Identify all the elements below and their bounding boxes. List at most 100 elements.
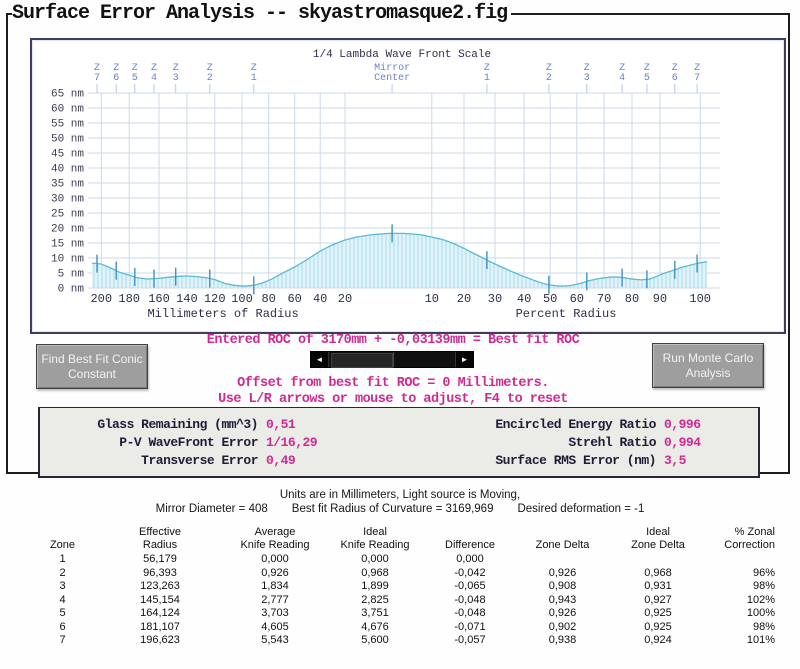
col-header-zone: Zone <box>49 539 76 551</box>
table-cell: 0,925 <box>644 607 672 619</box>
svg-text:Z: Z <box>546 63 552 74</box>
svg-text:55 nm: 55 nm <box>51 119 84 131</box>
svg-text:Z: Z <box>151 63 157 74</box>
table-row: 1 56,179 0,000 0,000 0,000 <box>30 553 785 567</box>
wavefront-chart: Z7Z6Z5Z4Z3Z2Z1MirrorCenterZ1Z2Z3Z4Z5Z6Z7… <box>51 49 720 321</box>
svg-text:50: 50 <box>543 292 557 306</box>
table-cell: 0,926 <box>261 566 289 579</box>
svg-text:Millimeters of Radius: Millimeters of Radius <box>147 307 298 321</box>
table-cell: 0,943 <box>548 593 577 606</box>
svg-text:40 nm: 40 nm <box>51 164 84 176</box>
table-cell: -0,048 <box>454 593 486 606</box>
svg-text:160: 160 <box>148 292 170 306</box>
svg-text:1/4 Lambda Wave Front Scale: 1/4 Lambda Wave Front Scale <box>313 49 491 61</box>
svg-text:40: 40 <box>313 292 327 306</box>
slider-left-arrow-icon[interactable]: ◄ <box>311 352 329 367</box>
table-cell: 0,000 <box>361 553 389 565</box>
col-header-zonal-correction: % Zonal Correction <box>724 526 775 551</box>
table-cell: 4,605 <box>261 620 289 633</box>
table-cell: 101% <box>746 634 775 646</box>
table-cell: 145,154 <box>140 593 180 606</box>
window-title: Surface Error Analysis -- skyastromasque… <box>12 2 508 25</box>
table-cell: 196,623 <box>140 634 180 646</box>
zone-table: Zone Effective Radius Average Knife Read… <box>30 526 785 648</box>
svg-text:60: 60 <box>287 292 301 306</box>
svg-text:2: 2 <box>546 73 552 84</box>
svg-text:70: 70 <box>597 292 611 306</box>
table-row: 3 123,263 1,834 1,899 -0,065 0,908 0,931 98% <box>30 580 785 594</box>
best-fit-roc-text: Best fit Radius of Curvature = 3169,969 <box>291 503 494 515</box>
svg-text:5 nm: 5 nm <box>58 269 85 281</box>
svg-text:0 nm: 0 nm <box>58 284 85 296</box>
svg-text:65 nm: 65 nm <box>51 89 84 101</box>
svg-text:2: 2 <box>207 73 213 84</box>
find-best-fit-conic-button[interactable]: Find Best Fit Conic Constant <box>36 344 148 389</box>
slider-thumb[interactable] <box>331 353 393 368</box>
svg-text:Center: Center <box>374 73 410 84</box>
svg-text:80: 80 <box>261 292 275 306</box>
table-cell: -0,048 <box>454 607 486 619</box>
slider-right-arrow-icon[interactable]: ► <box>455 352 473 367</box>
table-cell: -0,057 <box>454 634 486 646</box>
svg-text:5: 5 <box>644 73 650 84</box>
table-cell: 1,899 <box>361 580 389 592</box>
svg-text:Z: Z <box>94 63 100 74</box>
svg-text:4: 4 <box>151 73 157 84</box>
entered-roc-text: Entered ROC of 3170mm + -0,03139mm = Bes… <box>206 333 580 348</box>
svg-text:20: 20 <box>338 292 352 306</box>
svg-text:200: 200 <box>90 292 112 306</box>
svg-text:Z: Z <box>644 63 650 74</box>
stat-label: Transverse Error <box>141 452 258 468</box>
stat-value: 0,994 <box>664 434 701 450</box>
col-header-ideal-knife: Ideal Knife Reading <box>340 526 410 551</box>
svg-text:Z: Z <box>694 63 700 74</box>
table-row: 4 145,154 2,777 2,825 -0,048 0,943 0,927 102% <box>30 594 785 608</box>
svg-text:1: 1 <box>251 73 257 84</box>
table-cell: 4 <box>59 593 66 606</box>
svg-text:1: 1 <box>484 73 490 84</box>
svg-text:7: 7 <box>94 73 100 84</box>
svg-text:Z: Z <box>484 63 490 74</box>
adjust-hint-text: Use L/R arrows or mouse to adjust, F4 to… <box>218 392 568 407</box>
stat-value: 0,49 <box>266 452 296 468</box>
stat-value: 0,996 <box>664 416 701 432</box>
svg-text:5: 5 <box>132 73 138 84</box>
table-row: 5 164,124 3,703 3,751 -0,048 0,926 0,925 100% <box>30 607 785 621</box>
col-header-difference: Difference <box>445 539 495 551</box>
table-row: 6 181,107 4,605 4,676 -0,071 0,902 0,925 98% <box>30 621 785 635</box>
svg-text:Z: Z <box>173 63 179 74</box>
svg-text:3: 3 <box>584 73 590 84</box>
table-cell: 5 <box>59 607 66 619</box>
table-cell: 100% <box>746 607 775 619</box>
table-cell: 0,926 <box>548 566 577 579</box>
svg-text:100: 100 <box>231 292 253 306</box>
table-cell <box>515 553 610 567</box>
svg-text:10: 10 <box>425 292 439 306</box>
svg-text:Z: Z <box>672 63 678 74</box>
table-cell: 0,968 <box>644 566 672 579</box>
table-cell: 98% <box>752 620 775 633</box>
svg-text:20 nm: 20 nm <box>51 224 84 236</box>
svg-text:120: 120 <box>204 292 226 306</box>
roc-offset-slider[interactable]: ◄ ► <box>310 351 474 368</box>
svg-text:Percent Radius: Percent Radius <box>516 307 617 321</box>
stat-label: Encircled Energy Ratio <box>495 416 656 432</box>
desired-deformation-text: Desired deformation = -1 <box>517 503 645 515</box>
svg-text:3: 3 <box>173 73 179 84</box>
table-cell: 5,543 <box>261 634 289 646</box>
svg-text:Z: Z <box>132 63 138 74</box>
col-header-ideal-zone-delta: Ideal Zone Delta <box>631 526 685 551</box>
slider-divider <box>393 352 394 367</box>
col-header-zone-delta: Zone Delta <box>535 539 590 551</box>
mirror-params-text: Mirror Diameter = 408 Best fit Radius of … <box>0 503 800 515</box>
table-cell: 2,777 <box>261 593 289 606</box>
table-cell: 3,703 <box>261 607 289 619</box>
svg-text:15 nm: 15 nm <box>51 239 84 251</box>
svg-text:Z: Z <box>113 63 119 74</box>
stats-panel: Glass Remaining (mm^3) 0,51 Encircled En… <box>38 407 760 478</box>
svg-text:180: 180 <box>118 292 140 306</box>
svg-text:140: 140 <box>176 292 198 306</box>
svg-text:80: 80 <box>625 292 639 306</box>
run-monte-carlo-button[interactable]: Run Monte Carlo Analysis <box>652 343 764 388</box>
svg-text:10 nm: 10 nm <box>51 254 84 266</box>
